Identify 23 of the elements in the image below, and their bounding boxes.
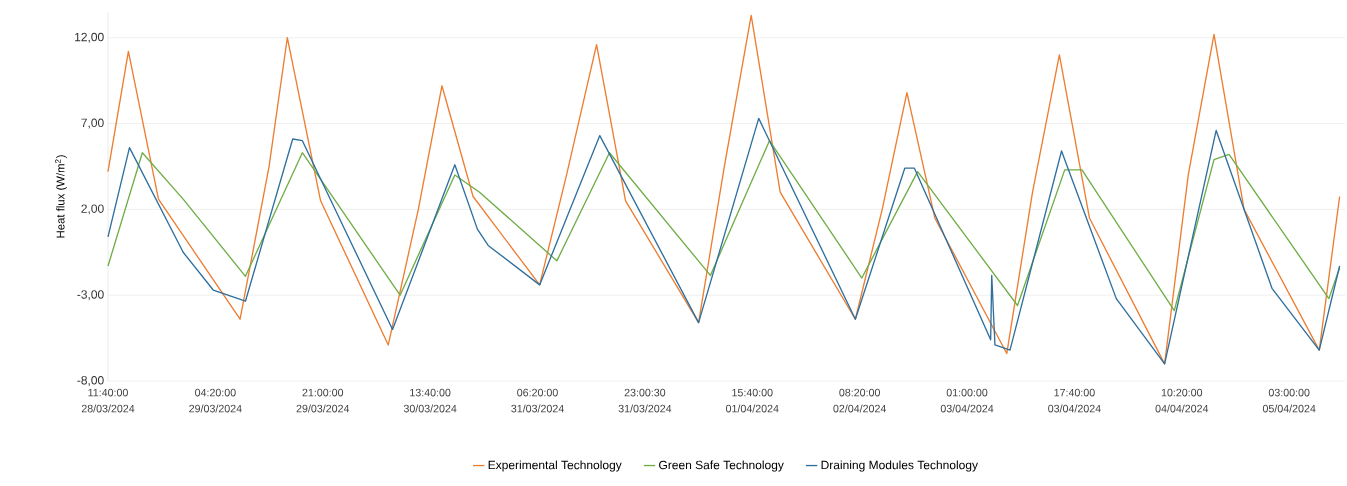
legend-label: Experimental Technology <box>488 460 622 472</box>
y-tick-label: 12,00 <box>75 32 104 43</box>
line-series <box>107 117 1341 365</box>
x-tick-label: 17:40:00 03/04/2024 <box>1048 388 1101 413</box>
y-tick-label: 7,00 <box>81 118 104 129</box>
x-tick-label: 06:20:00 31/03/2024 <box>511 388 564 413</box>
x-tick-label: 03:00:00 05/04/2024 <box>1262 388 1316 413</box>
x-tick-label: 04:20:00 29/03/2024 <box>189 388 242 413</box>
y-tick-label: -8,00 <box>77 376 104 386</box>
x-tick-label: 13:40:00 30/03/2024 <box>403 388 457 413</box>
legend-label: Green Safe Technology <box>659 460 784 472</box>
x-tick-label: 10:20:00 04/04/2024 <box>1155 388 1209 413</box>
x-tick-label: 15:40:00 01/04/2024 <box>726 388 779 413</box>
x-tick-label: 11:40:00 28/03/2024 <box>81 388 135 413</box>
x-tick-label: 21:00:00 29/03/2024 <box>296 388 350 413</box>
y-tick-label: -3,00 <box>77 290 104 301</box>
x-tick-label: 01:00:00 03/04/2024 <box>940 388 994 413</box>
y-tick-label: 2,00 <box>81 204 104 215</box>
y-axis-title: Heat flux (W/m$^{2}$) <box>55 155 67 238</box>
x-tick-label: 23:00:30 31/03/2024 <box>618 388 672 413</box>
x-tick-label: 08:20:00 02/04/2024 <box>833 388 887 413</box>
line-series <box>107 140 1341 312</box>
legend-label: Draining Modules Technology <box>821 460 978 472</box>
